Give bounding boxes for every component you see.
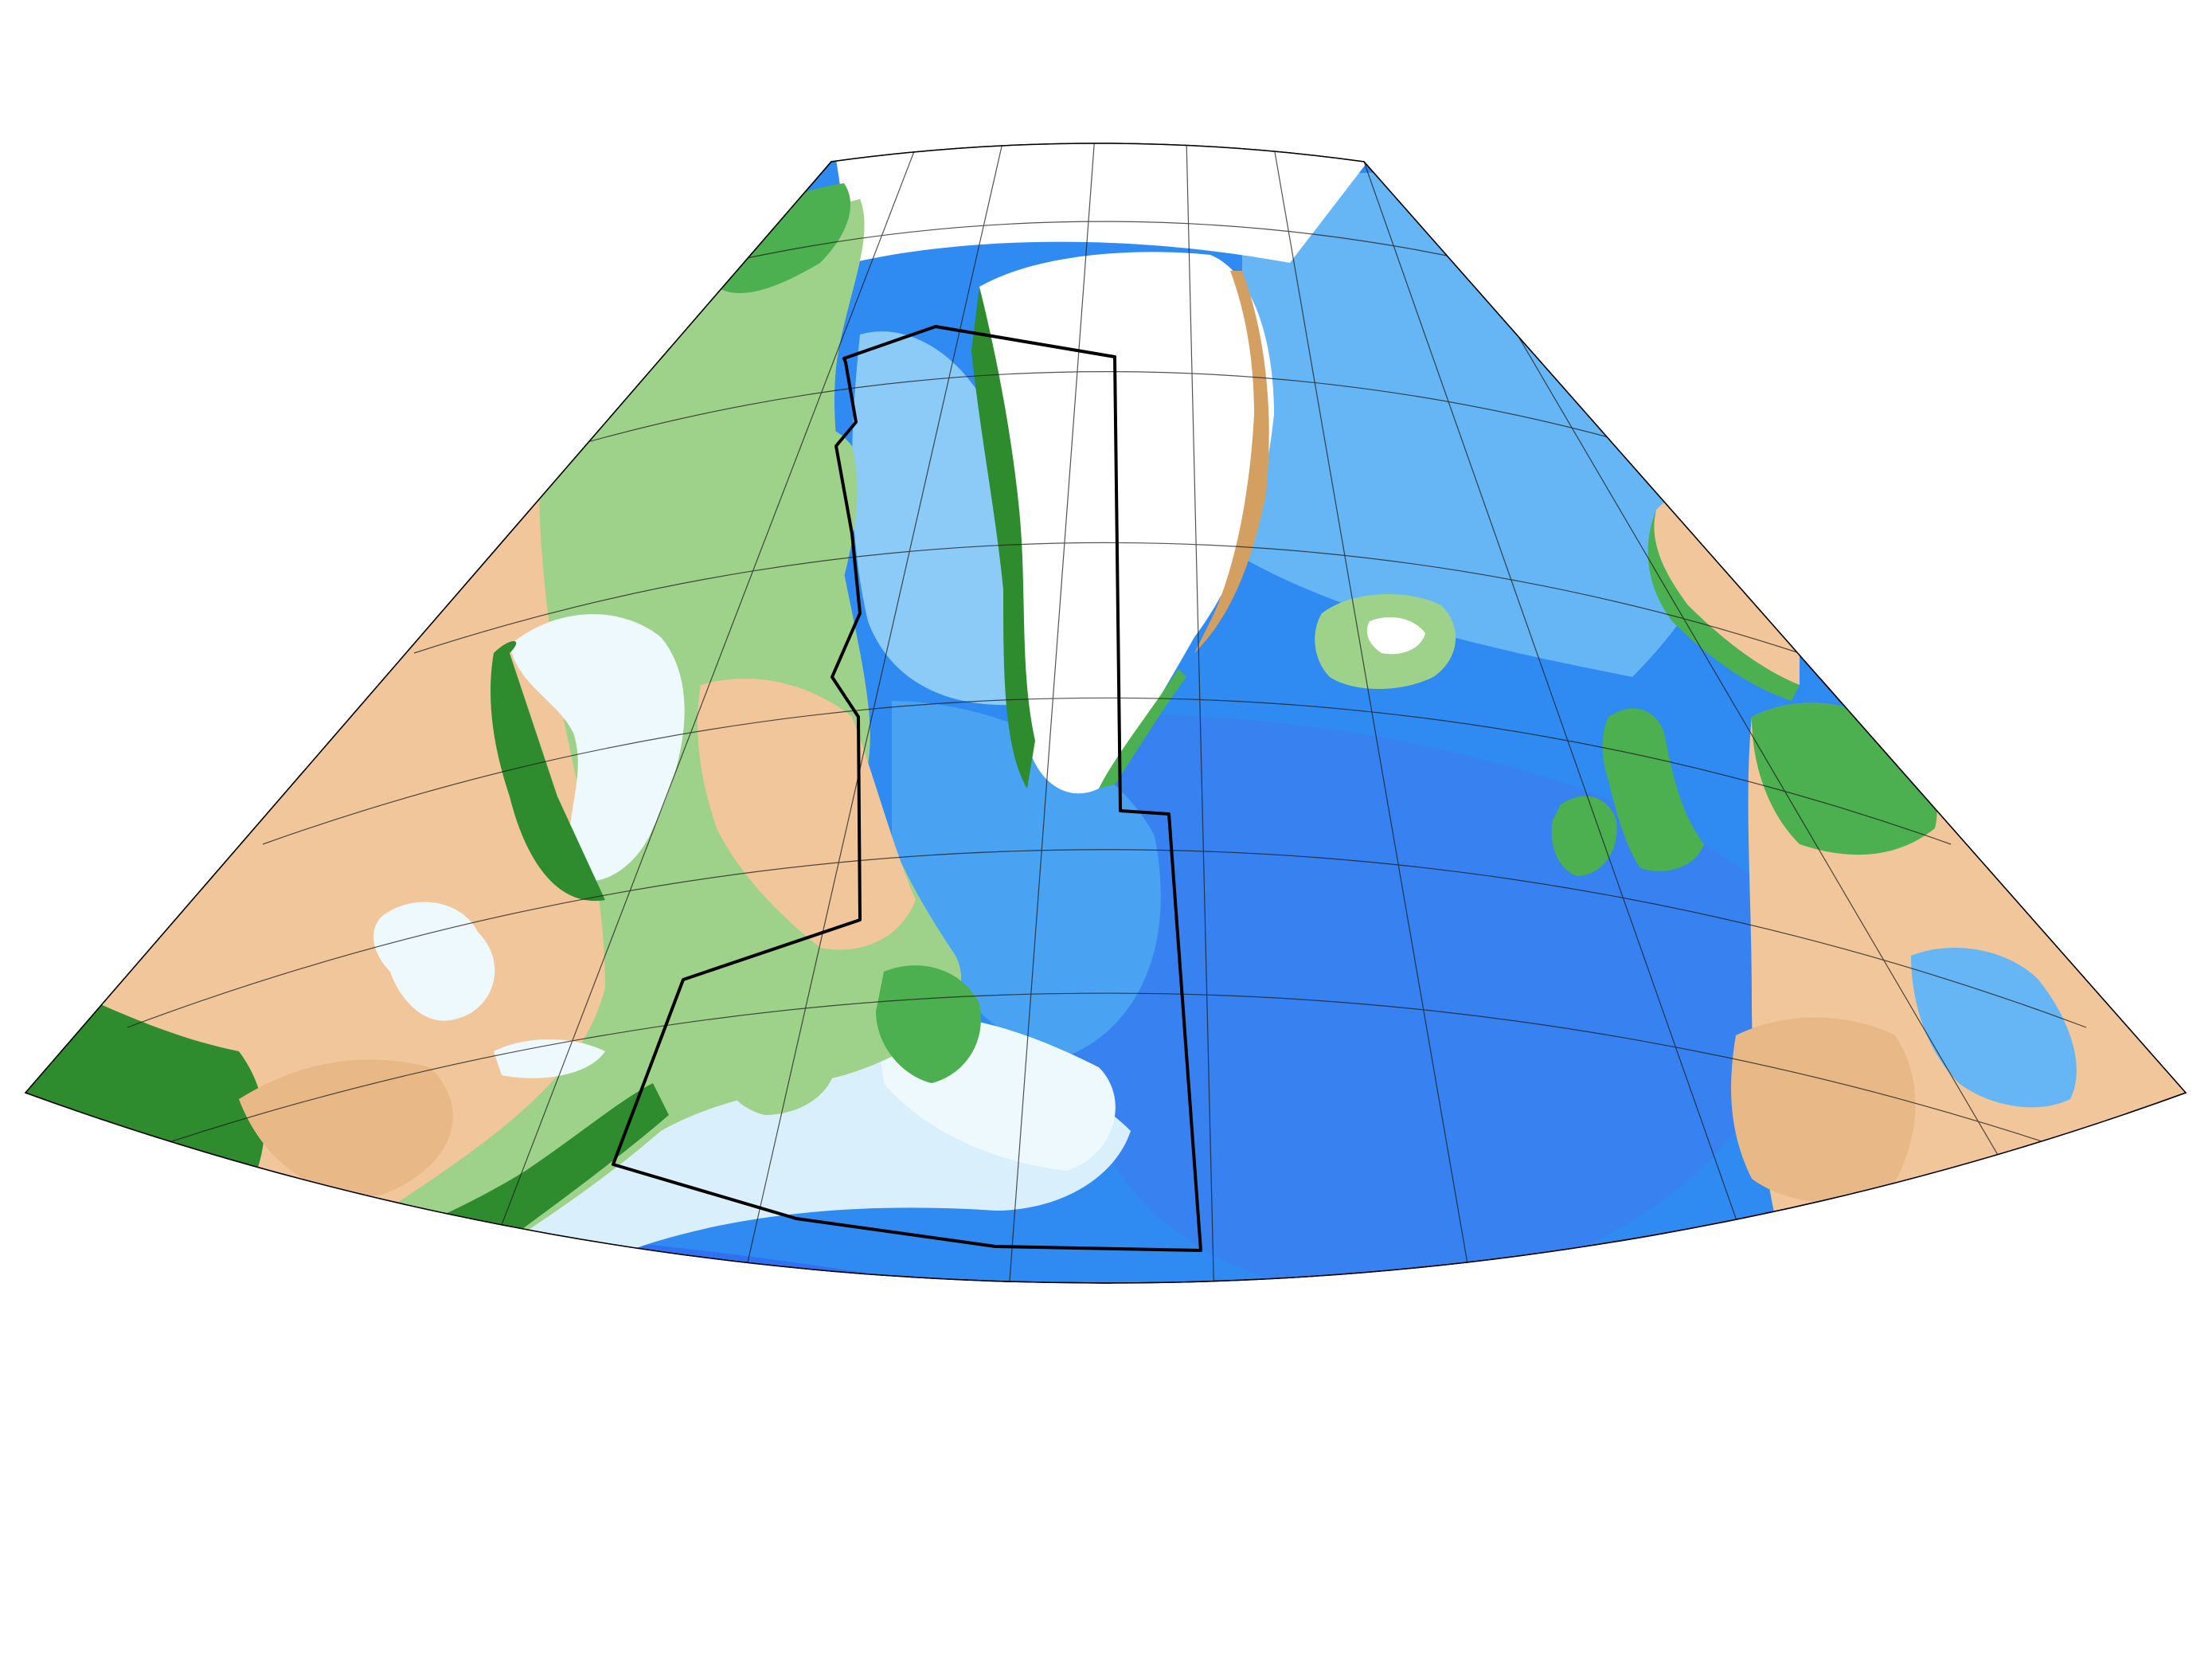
iberia (1731, 1017, 1916, 1203)
arctic-ice (836, 143, 1370, 263)
greenland (978, 252, 1274, 794)
hudson-bay-rim (490, 641, 605, 902)
baffin-island (706, 422, 858, 675)
iceland-glacier (1366, 617, 1425, 655)
baffin-bay (852, 331, 1051, 706)
north-africa (1831, 1207, 2186, 1283)
scandinavia-coast (1647, 510, 1800, 701)
arctic-archipelago (717, 183, 851, 294)
lake-erie-ontario (494, 1039, 605, 1078)
hudson-bay (510, 614, 685, 882)
greenland-east-coast (1194, 271, 1269, 653)
maritimes (715, 1029, 836, 1115)
mediterranean-sea (1911, 948, 2077, 1108)
ireland (1551, 796, 1617, 876)
newfoundland (876, 965, 981, 1083)
map-frame-outline (24, 143, 2187, 1284)
great-britain (1602, 708, 1704, 871)
great-lakes (373, 902, 495, 1021)
domain-boundary (612, 325, 1202, 1252)
appalachians (239, 1059, 453, 1196)
greenland-west-coast (971, 287, 1035, 788)
